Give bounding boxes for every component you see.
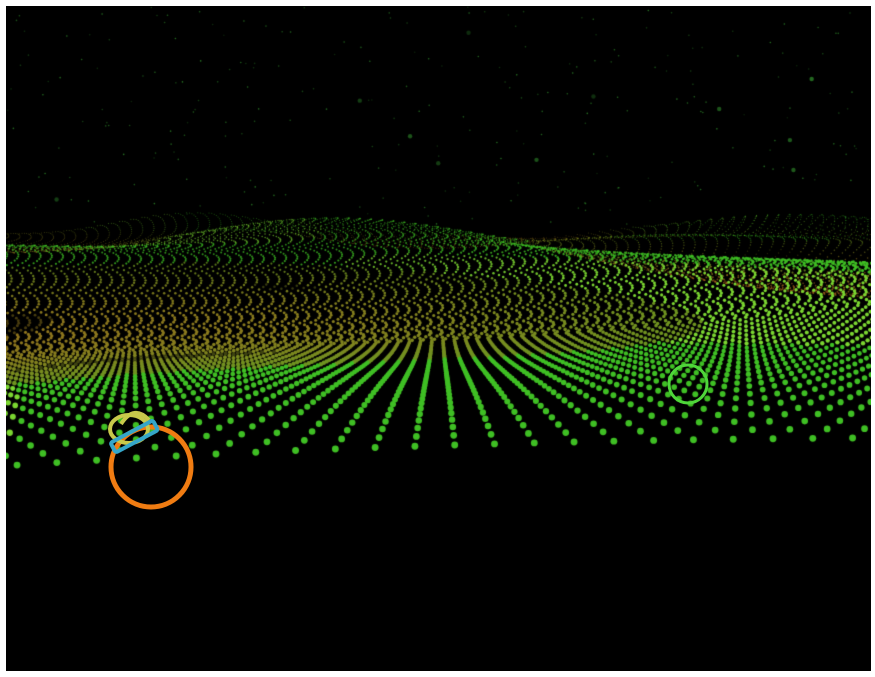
- reticle-arc: [119, 411, 151, 426]
- terrain-scene[interactable]: [6, 6, 871, 671]
- target-ring-small[interactable]: [667, 363, 709, 405]
- game-viewport[interactable]: [6, 6, 871, 671]
- reticle-bar[interactable]: [109, 419, 160, 454]
- target-ring-large[interactable]: [108, 424, 194, 510]
- marker-overlay: [108, 363, 709, 510]
